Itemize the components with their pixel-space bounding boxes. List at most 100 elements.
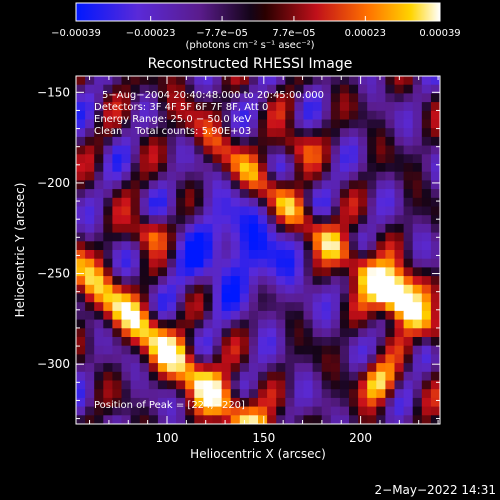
- heatmap-cell: [430, 319, 440, 329]
- heatmap-cell: [258, 232, 268, 242]
- heatmap-cell: [258, 380, 268, 390]
- heatmap-cell: [94, 215, 104, 225]
- heatmap-cell: [203, 189, 213, 199]
- heatmap-cell: [139, 180, 150, 190]
- heatmap-cell: [203, 389, 213, 399]
- heatmap-cell: [176, 110, 186, 120]
- heatmap-cell: [94, 136, 104, 146]
- heatmap-cell: [412, 415, 423, 424]
- heatmap-cell: [139, 241, 150, 251]
- heatmap-cell: [221, 76, 232, 86]
- heatmap-cell: [103, 397, 113, 407]
- heatmap-cell: [367, 223, 377, 233]
- heatmap-cell: [85, 250, 95, 260]
- heatmap-cell: [121, 223, 131, 233]
- heatmap-cell: [85, 136, 95, 146]
- heatmap-cell: [130, 389, 141, 399]
- heatmap-cell: [203, 241, 213, 251]
- heatmap-cell: [330, 276, 341, 286]
- heatmap-cell: [367, 215, 377, 225]
- heatmap-cell: [157, 345, 168, 355]
- heatmap-cell: [148, 267, 159, 277]
- heatmap-cell: [121, 102, 131, 112]
- heatmap-cell: [412, 136, 423, 146]
- heatmap-cell: [121, 276, 131, 286]
- heatmap-cell: [157, 76, 168, 86]
- heatmap-cell: [285, 171, 295, 181]
- heatmap-cell: [230, 128, 241, 138]
- heatmap-cell: [367, 397, 377, 407]
- heatmap-cell: [239, 163, 250, 173]
- heatmap-cell: [294, 154, 304, 164]
- heatmap-cell: [430, 258, 440, 268]
- heatmap-cell: [94, 93, 104, 103]
- heatmap-cell: [230, 397, 241, 407]
- heatmap-cell: [239, 250, 250, 260]
- heatmap-cell: [276, 310, 286, 320]
- heatmap-cell: [285, 397, 295, 407]
- plot-frame: [75, 75, 441, 425]
- heatmap-cell: [139, 189, 150, 199]
- heatmap-cell: [194, 397, 204, 407]
- heatmap-cell: [221, 119, 232, 129]
- heatmap-cell: [248, 345, 259, 355]
- heatmap-cell: [303, 302, 313, 312]
- heatmap-cell: [130, 84, 141, 94]
- heatmap-cell: [421, 163, 432, 173]
- heatmap-cell: [139, 76, 150, 86]
- heatmap-cell: [358, 345, 368, 355]
- heatmap-cell: [267, 337, 277, 347]
- heatmap-cell: [367, 171, 377, 181]
- heatmap-cell: [167, 276, 177, 286]
- heatmap-cell: [112, 319, 122, 329]
- heatmap-cell: [321, 241, 332, 251]
- heatmap-cell: [258, 110, 268, 120]
- heatmap-cell: [303, 180, 313, 190]
- heatmap-cell: [85, 215, 95, 225]
- heatmap-cell: [321, 163, 332, 173]
- heatmap-cell: [239, 276, 250, 286]
- heatmap-cell: [157, 267, 168, 277]
- heatmap-cell: [321, 110, 332, 120]
- heatmap-cell: [139, 102, 150, 112]
- heatmap-cell: [385, 76, 395, 86]
- heatmap-cell: [385, 284, 395, 294]
- heatmap-cell: [430, 397, 440, 407]
- heatmap-cell: [121, 76, 131, 86]
- heatmap-cell: [103, 136, 113, 146]
- heatmap-cell: [376, 197, 386, 207]
- heatmap-cell: [103, 371, 113, 381]
- heatmap-cell: [194, 258, 204, 268]
- heatmap-cell: [376, 328, 386, 338]
- heatmap-cell: [157, 215, 168, 225]
- heatmap-cell: [239, 128, 250, 138]
- heatmap-cell: [167, 310, 177, 320]
- heatmap-cell: [112, 302, 122, 312]
- heatmap-cell: [376, 145, 386, 155]
- heatmap-cell: [276, 406, 286, 416]
- heatmap-cell: [212, 258, 222, 268]
- heatmap-cell: [139, 206, 150, 216]
- heatmap-cell: [276, 328, 286, 338]
- heatmap-cell: [76, 93, 86, 103]
- heatmap-cell: [221, 267, 232, 277]
- heatmap-cell: [121, 354, 131, 364]
- heatmap-cell: [112, 180, 122, 190]
- heatmap-cell: [139, 258, 150, 268]
- heatmap-cell: [221, 389, 232, 399]
- heatmap-cell: [230, 110, 241, 120]
- heatmap-cell: [267, 284, 277, 294]
- heatmap-cell: [349, 145, 359, 155]
- heatmap-cell: [148, 371, 159, 381]
- heatmap-cell: [185, 206, 195, 216]
- heatmap-cell: [112, 389, 122, 399]
- heatmap-cell: [230, 310, 241, 320]
- heatmap-cell: [130, 319, 141, 329]
- heatmap-cell: [212, 302, 222, 312]
- heatmap-cell: [94, 110, 104, 120]
- heatmap-cell: [76, 258, 86, 268]
- heatmap-cell: [303, 171, 313, 181]
- heatmap-cell: [157, 380, 168, 390]
- heatmap-cell: [303, 189, 313, 199]
- heatmap-cell: [221, 293, 232, 303]
